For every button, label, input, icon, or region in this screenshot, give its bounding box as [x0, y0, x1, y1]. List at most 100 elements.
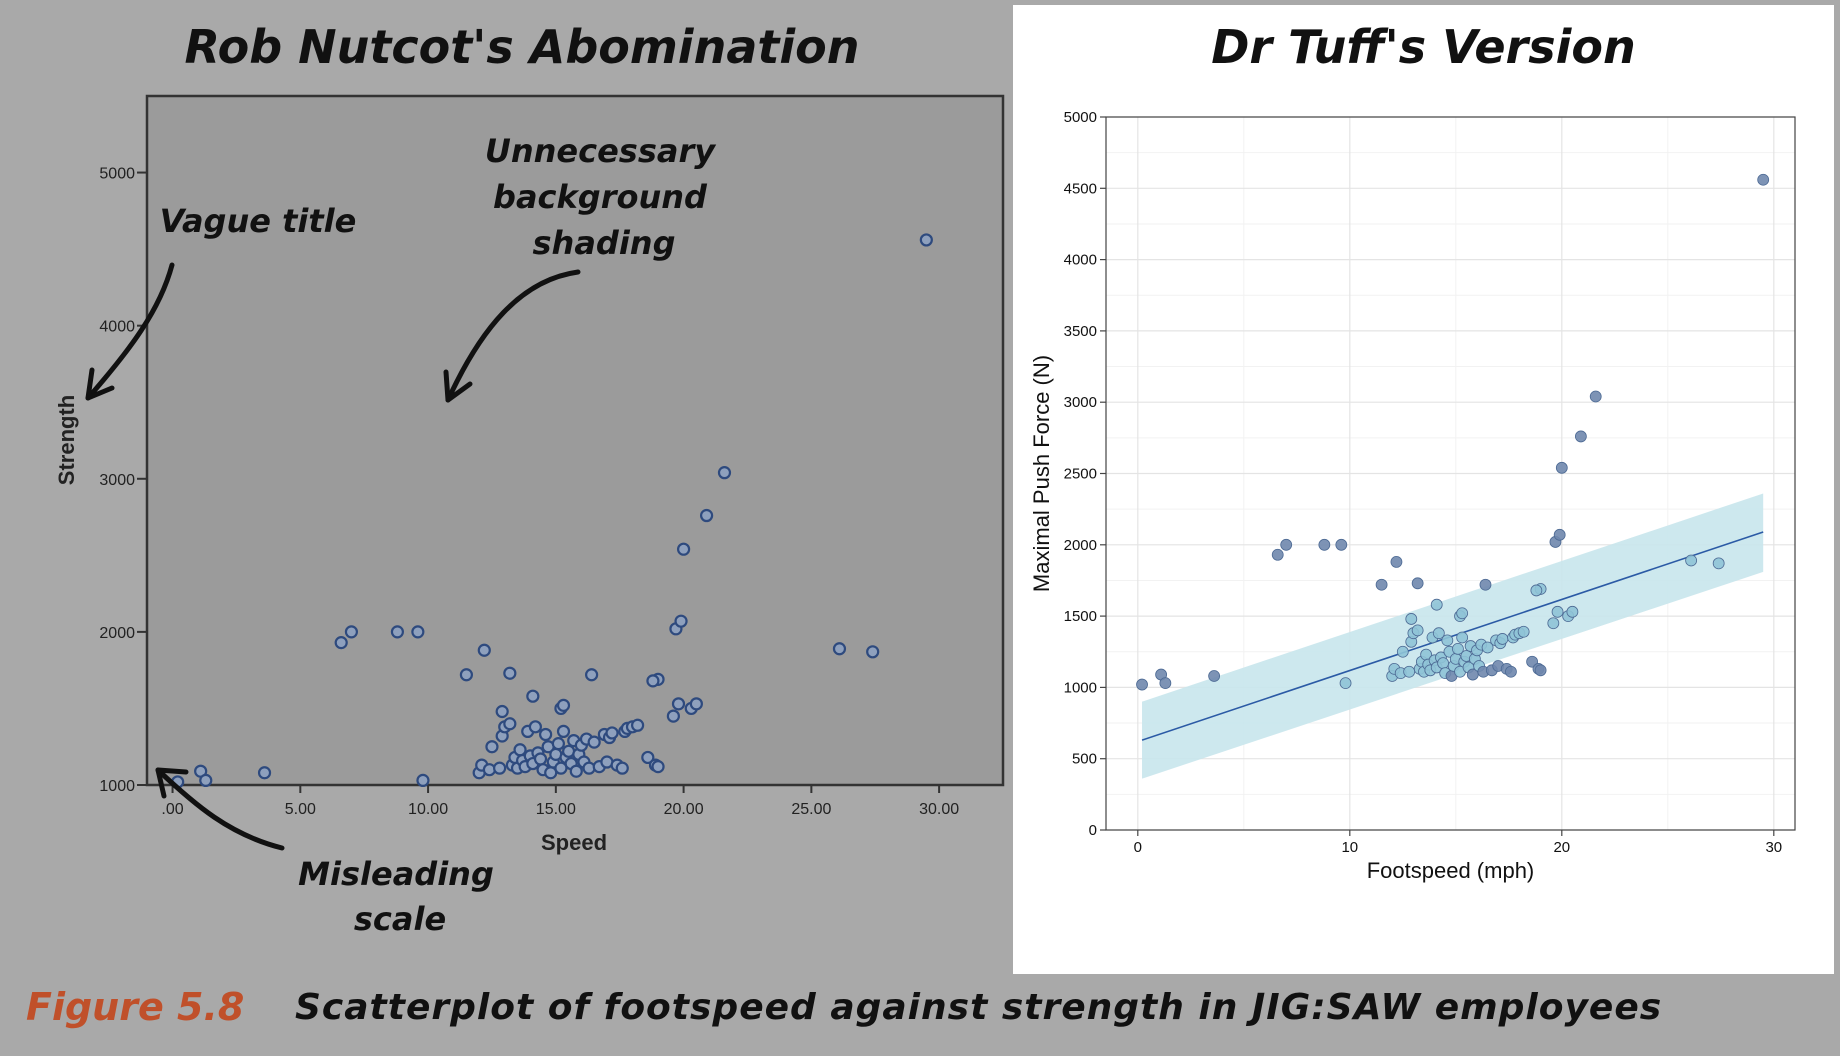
data-point	[1574, 430, 1587, 443]
data-point	[666, 709, 680, 723]
data-point	[411, 625, 425, 639]
data-point	[1403, 665, 1416, 678]
data-point	[1589, 390, 1602, 403]
data-point	[1481, 641, 1494, 654]
data-point	[1339, 677, 1352, 690]
x-tick-label: 15.00	[536, 801, 576, 818]
arrow-shading	[445, 269, 581, 403]
y-tick-label: 4000	[1064, 252, 1097, 269]
x-tick-label: .00	[161, 801, 183, 818]
data-point	[866, 645, 880, 659]
regression-line	[1141, 531, 1764, 741]
annotation-vague-title: Vague title	[160, 202, 357, 240]
data-point	[1335, 538, 1348, 551]
y-tick-label: 1000	[99, 778, 135, 795]
data-point	[416, 773, 430, 788]
y-tick-label: 1500	[1064, 608, 1097, 625]
data-point	[585, 668, 599, 682]
data-point	[1441, 634, 1454, 647]
x-tick-label: 25.00	[791, 801, 831, 818]
arrow-scale-head	[155, 767, 189, 799]
x-axis-label: Speed	[541, 830, 607, 855]
right-scatter-chart: 0 500 1000 1500 2000 2500 3000 3500 4000 4500 5000…	[1029, 109, 1796, 883]
data-point	[1517, 625, 1530, 638]
data-point	[631, 718, 645, 732]
data-point	[1534, 664, 1547, 677]
data-point	[615, 761, 629, 775]
data-point	[1136, 678, 1148, 691]
data-point	[1318, 538, 1331, 551]
data-point	[1375, 578, 1388, 591]
data-point	[257, 766, 272, 780]
data-point	[641, 750, 655, 765]
data-point	[556, 724, 571, 739]
y-tick-label: 3000	[1064, 394, 1097, 411]
data-point	[526, 689, 540, 703]
data-point	[344, 625, 359, 639]
data-point	[676, 542, 691, 556]
y-tick-label: 2000	[99, 625, 135, 642]
data-point	[477, 643, 491, 657]
data-point	[605, 726, 619, 740]
arrow-scale	[155, 767, 285, 851]
x-axis-label: Footspeed (mph)	[1367, 858, 1535, 883]
data-point	[717, 466, 732, 480]
arrow-vague-title-head	[85, 367, 115, 401]
figure-number: Figure 5.8	[26, 985, 245, 1029]
data-point	[1712, 557, 1725, 570]
plot-area	[145, 94, 1005, 787]
x-tick-label: 5.00	[285, 801, 316, 818]
y-tick-label: 0	[1089, 822, 1097, 839]
y-tick-label: 1000	[1064, 679, 1097, 696]
data-point	[587, 735, 601, 749]
y-tick-label: 5000	[99, 166, 135, 183]
data-point	[1430, 598, 1443, 611]
data-point	[390, 625, 405, 639]
y-tick-label: 4000	[99, 319, 135, 336]
x-tick-label: 30.00	[919, 801, 959, 818]
data-point	[1479, 578, 1492, 591]
x-tick-label: 0	[1134, 839, 1142, 856]
data-point	[493, 761, 507, 775]
data-point	[671, 697, 686, 711]
data-point	[1432, 627, 1445, 640]
data-point	[1411, 624, 1424, 637]
y-tick-label: 3000	[99, 472, 135, 489]
data-point	[556, 698, 571, 712]
y-axis-label: Strength	[54, 395, 79, 485]
data-point	[699, 508, 714, 523]
data-point	[1456, 607, 1469, 620]
data-point	[1553, 528, 1566, 541]
data-point	[646, 674, 660, 688]
x-tick-label: 10	[1341, 839, 1358, 856]
data-point	[485, 740, 499, 754]
data-point	[539, 727, 553, 742]
data-point	[1505, 665, 1517, 678]
annotation-scale-line1: Misleading	[298, 855, 494, 893]
left-chart-title: Rob Nutcot's Abomination	[184, 20, 860, 74]
data-point	[1456, 631, 1469, 644]
data-point	[503, 666, 517, 680]
data-point	[1390, 556, 1403, 568]
data-point	[551, 737, 565, 751]
data-point	[1280, 538, 1293, 551]
data-point	[651, 760, 665, 774]
x-tick-label: 10.00	[408, 801, 448, 818]
figure-caption: Scatterplot of footspeed against strengt…	[295, 987, 1663, 1028]
arrow-shading-head	[443, 369, 473, 403]
data-point	[1208, 670, 1221, 682]
data-point	[1437, 657, 1449, 670]
y-tick-label: 2000	[1064, 537, 1097, 554]
data-point	[1566, 605, 1579, 618]
arrow-vague-title	[85, 262, 175, 401]
x-tick-label: 30	[1765, 839, 1782, 856]
data-point	[689, 697, 703, 711]
y-axis-label: Maximal Push Force (N)	[1029, 355, 1054, 592]
data-point	[1159, 677, 1172, 690]
data-point	[1496, 633, 1509, 645]
data-point	[1411, 577, 1424, 590]
data-point	[1452, 642, 1464, 655]
data-point	[528, 720, 542, 734]
right-chart-title: Dr Tuff's Version	[1211, 20, 1636, 74]
data-point	[334, 636, 348, 650]
